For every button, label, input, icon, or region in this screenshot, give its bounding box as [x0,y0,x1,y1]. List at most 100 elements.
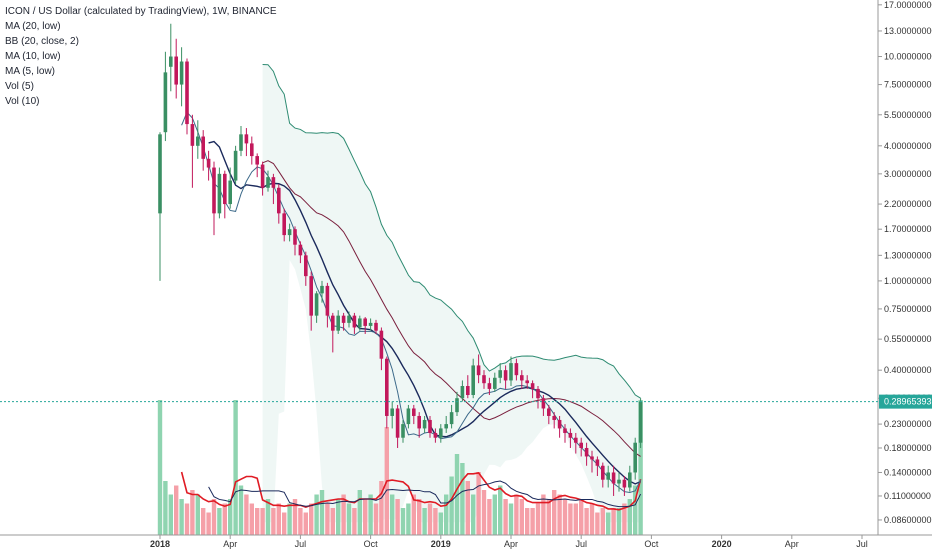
volume-bar [471,494,476,535]
legend-vol5[interactable]: Vol (5) [5,81,34,92]
volume-bar [546,499,551,535]
candle-body [244,134,249,144]
volume-bar [255,508,260,535]
volume-bar [303,512,308,535]
candle-body [401,424,405,438]
candle-body [568,432,573,438]
candle-body [217,173,222,214]
legend-bb[interactable]: BB (20, close, 2) [5,36,79,47]
candle-body [287,229,292,236]
y-tick-label: 1.30000000 [884,250,932,260]
y-tick-label: 0.75000000 [884,304,932,314]
volume-bar [330,508,335,535]
bollinger-band [262,64,641,523]
candle-body [595,459,600,466]
candle-body [266,177,270,188]
volume-bar [163,481,168,535]
candle-body [590,456,594,460]
candle-body [174,56,178,85]
y-tick-label: 0.55000000 [884,334,932,344]
volume-bar [438,512,443,535]
volume-bar [325,503,330,535]
volume-bar [298,508,303,535]
legend-ma20[interactable]: MA (20, low) [5,21,61,32]
x-tick-label: Apr [785,539,799,549]
volume-bar [352,508,357,535]
volume-bar [589,503,595,535]
x-tick-label: Jul [575,539,587,549]
y-tick-label: 17.00000000 [884,0,932,10]
candle-body [358,318,362,328]
candle-body [536,388,540,399]
candle-body [444,424,448,429]
moving-average-lines [181,111,642,494]
volume-bar [174,485,179,535]
legend-ma5[interactable]: MA (5, low) [5,66,56,77]
candle-body [250,143,254,157]
volume-bar [427,503,433,535]
volume-bar [390,494,395,535]
candle-body [433,432,438,438]
volume-bar [611,508,616,535]
volume-bar [271,508,276,535]
candle-body [282,213,286,236]
x-tick-label: Oct [364,539,379,549]
candle-body [606,472,610,480]
volume-bar [492,494,497,535]
volume-bar [211,499,217,535]
candle-body [271,177,276,188]
volume-bar [508,503,514,535]
candle-body [422,419,427,429]
volume-bar [244,494,249,535]
volume-bar [276,503,281,535]
volume-bar [233,400,238,535]
volume-bar [195,494,200,535]
volume-bar [157,400,163,535]
candle-body [439,428,443,438]
volume-bar [228,499,233,535]
candle-body [482,375,486,384]
volume-bar [573,503,578,535]
candle-body [201,136,205,159]
candle-body [476,365,481,376]
candle-body [584,447,589,457]
volume-bar [487,499,492,535]
candle-body [341,315,346,323]
x-tick-label: Apr [504,539,518,549]
y-tick-label: 5.50000000 [884,110,932,120]
candle-body [325,285,330,316]
candle-body [487,383,492,389]
y-tick-label: 0.18000000 [884,443,932,453]
bb-fill [262,64,641,523]
candle-body [320,285,324,294]
legend-vol10[interactable]: Vol (10) [5,96,40,107]
volume-bar [433,508,438,535]
candle-body [163,72,168,133]
bb-upper-line [262,64,641,399]
chart-legend: ICON / US Dollar (calculated by TradingV… [5,4,277,109]
candle-body [520,375,524,381]
candle-body [228,180,232,205]
candle-body [574,437,578,443]
legend-ma10[interactable]: MA (10, low) [5,51,61,62]
volume-bar [422,508,427,535]
volume-bar [373,503,379,535]
last-price-tag [879,394,932,409]
volume-bar [249,503,254,535]
candle-body [277,187,281,214]
candle-body [255,156,259,165]
candle-body [557,419,562,429]
candle-body [293,229,297,245]
volume-bar [449,476,454,535]
candle-body [390,408,394,416]
volume-bar [525,508,530,535]
candle-body [633,442,637,473]
volume-bar [179,499,184,535]
volume-bar [238,485,244,535]
volume-ma-lines [180,471,642,511]
candle-body [622,479,627,488]
volume-bar [454,454,460,535]
volume-bar [568,503,573,535]
